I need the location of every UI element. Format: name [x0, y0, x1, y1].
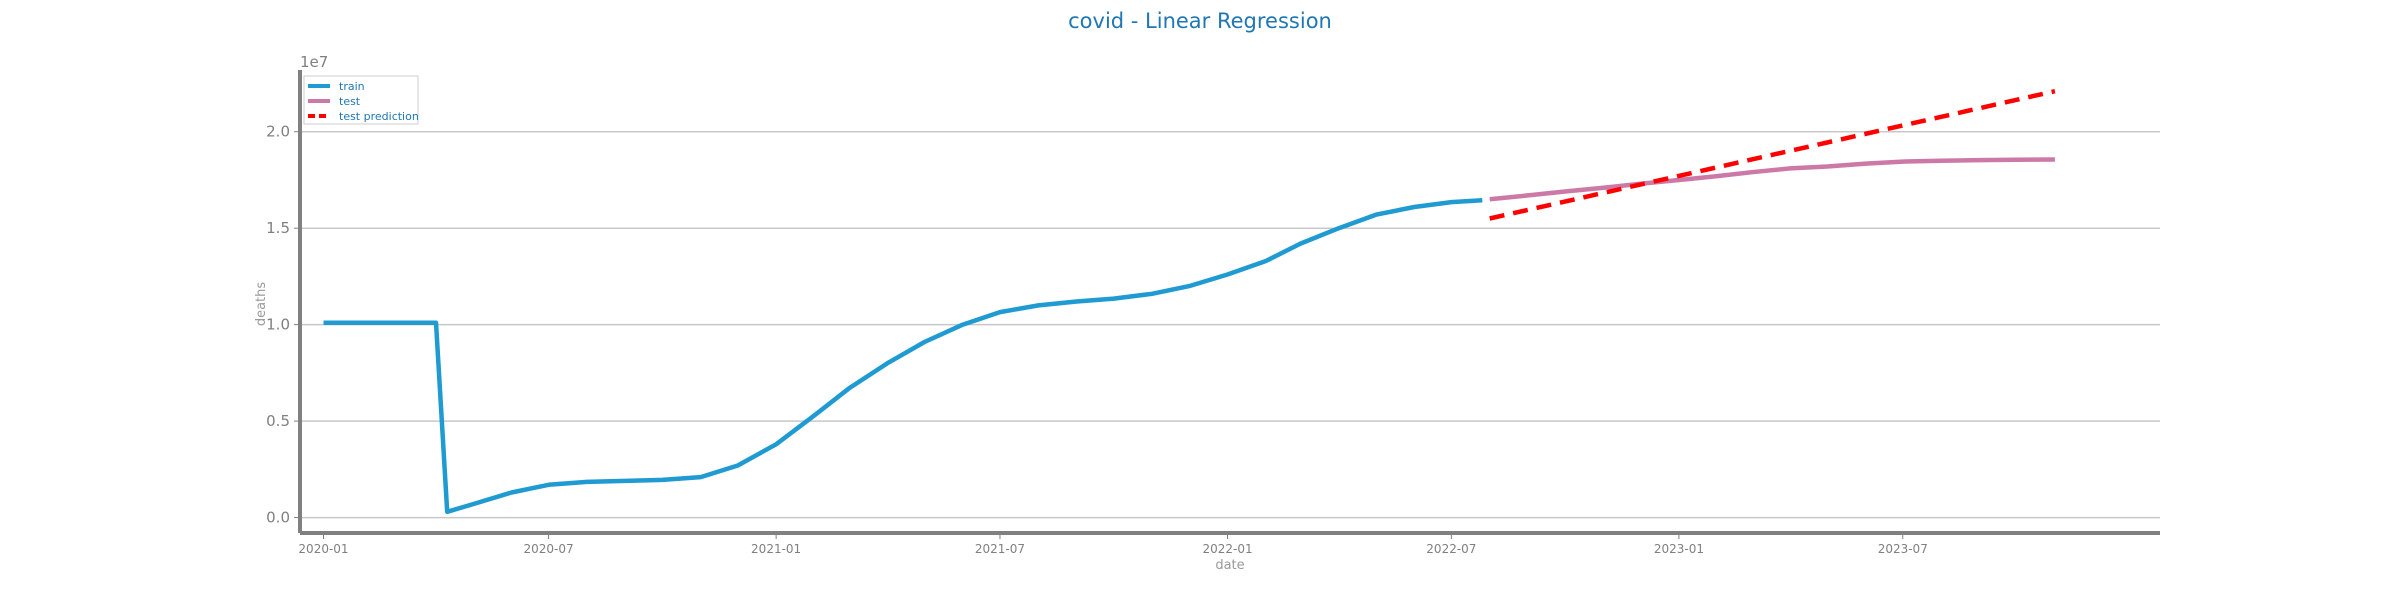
series-line-train [323, 197, 1483, 515]
y-tick-label: 0.0 [266, 509, 290, 527]
x-tick-label: 2021-07 [975, 542, 1025, 556]
y-tick-label: 2.0 [266, 123, 290, 141]
x-tick-label: 2020-07 [524, 542, 574, 556]
y-offset-label: 1e7 [300, 53, 328, 71]
legend: train test test prediction [303, 75, 419, 125]
y-axis-label: deaths [254, 282, 269, 327]
series-line-test [1489, 157, 2055, 202]
x-tick-label: 2021-01 [751, 542, 801, 556]
series-line-test-prediction [1489, 89, 2056, 221]
x-ticks: 2020-01 2020-07 2021-01 2021-07 2022-01 2022-… [298, 533, 1928, 556]
legend-label: test [339, 95, 361, 108]
x-axis-label: date [1215, 558, 1244, 573]
legend-label: train [339, 80, 365, 93]
series-lines [323, 89, 2056, 515]
x-tick-label: 2020-01 [298, 542, 348, 556]
y-tick-label: 1.5 [266, 219, 290, 237]
legend-label: test prediction [339, 110, 419, 123]
x-tick-label: 2023-07 [1878, 542, 1928, 556]
chart-title: covid - Linear Regression [1068, 9, 1332, 33]
axes [298, 70, 2160, 535]
y-ticks: 0.0 0.5 1.0 1.5 2.0 [266, 123, 300, 527]
grid-lines [300, 130, 2160, 519]
y-tick-label: 0.5 [266, 412, 290, 430]
y-tick-label: 1.0 [266, 316, 290, 334]
x-tick-label: 2023-01 [1654, 542, 1704, 556]
x-tick-label: 2022-07 [1426, 542, 1476, 556]
x-tick-label: 2022-01 [1202, 542, 1252, 556]
